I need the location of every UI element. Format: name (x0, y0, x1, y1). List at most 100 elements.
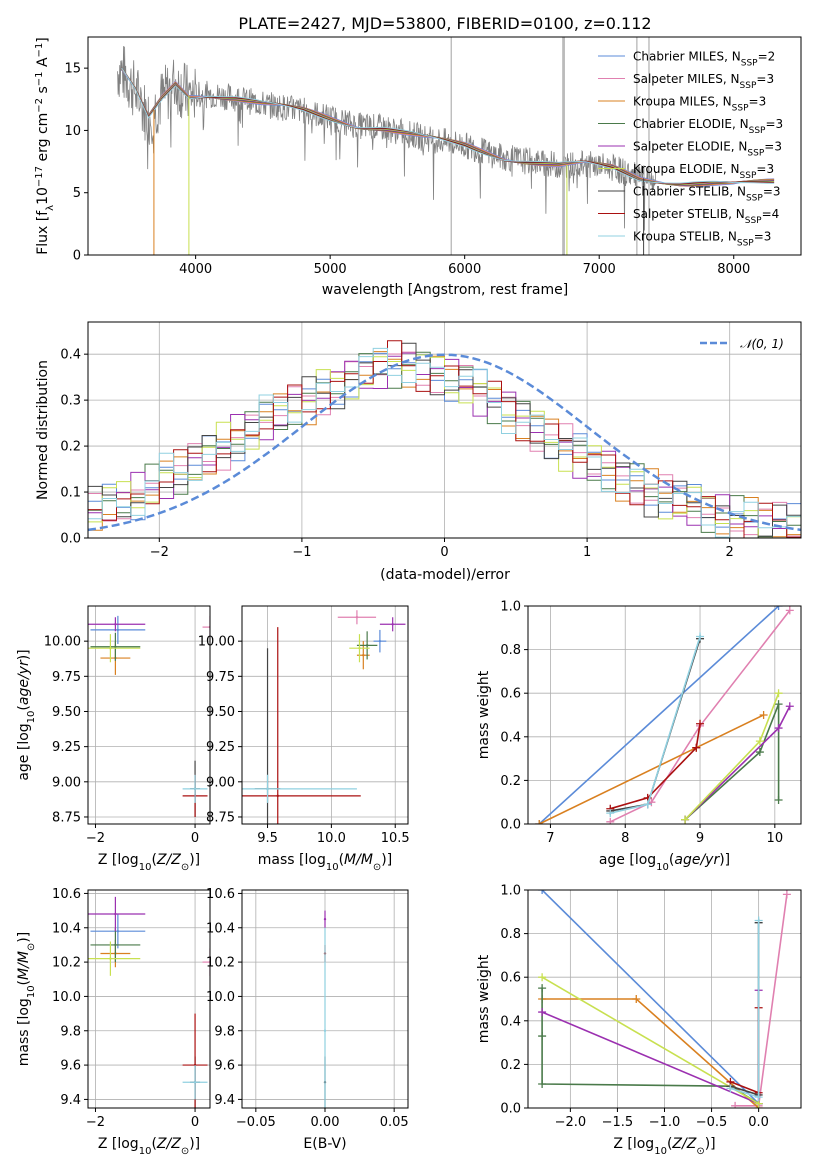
x-axis-label-part: ⊙ (696, 1146, 704, 1157)
data-point (116, 628, 120, 632)
axes-frame (87, 36, 802, 256)
y-tick-label: 1.0 (500, 600, 521, 615)
y-tick-label: 9.25 (206, 740, 235, 755)
y-axis-label-part: 10 (26, 985, 37, 998)
x-tick-label: −0.05 (236, 1115, 276, 1130)
x-tick-label: 4000 (179, 262, 212, 277)
data-point (391, 623, 394, 626)
weight-marker (774, 796, 783, 805)
weight-line-3 (541, 988, 760, 1105)
weight-marker (681, 815, 690, 824)
weight-line-2 (542, 998, 760, 1108)
y-axis-label-part: 10 (26, 711, 37, 724)
x-axis-label-part: Z/Z (156, 1136, 181, 1152)
legend-label-sub: SSP (745, 216, 762, 226)
x-axis-label-part: )] (381, 852, 392, 868)
x-tick-label: −2 (150, 545, 169, 560)
x-tick-label: 10 (767, 831, 784, 846)
legend-label-text: Chabrier MILES, N (633, 50, 741, 64)
weight-marker (774, 700, 783, 709)
y-tick-label: 9.00 (206, 775, 235, 790)
x-tick-label: −2 (86, 831, 105, 846)
x-axis-label: wavelength [Angstrom, rest frame] (322, 282, 568, 298)
x-axis-label-part: age/yr (674, 852, 720, 868)
y-tick-label: 0.6 (500, 971, 521, 986)
y-tick-label: 0.2 (60, 440, 81, 455)
data-point (109, 957, 112, 960)
y-axis-label-part: )] (16, 932, 32, 943)
y-axis-label-part: 10 (35, 187, 51, 205)
y-axis-label-part: ] (35, 37, 51, 42)
x-axis-label-part: Z/Z (156, 852, 181, 868)
x-axis-label-part: )] (189, 1136, 200, 1152)
weight-marker (785, 606, 794, 615)
figure-title: PLATE=2427, MJD=53800, FIBERID=0100, z=0… (238, 14, 651, 33)
x-tick-label: 0.05 (380, 1115, 409, 1130)
data-point (266, 787, 269, 791)
legend-label: Chabrier ELODIE, NSSP=3 (633, 117, 783, 136)
x-axis-label-part: Z [log (613, 1136, 654, 1152)
y-tick-label: 10.0 (52, 990, 81, 1005)
data-point (114, 645, 117, 648)
x-axis-label-part: 10 (654, 1146, 667, 1157)
legend-label-tail: =4 (762, 207, 780, 221)
x-axis-label: Z [log10(Z/Z⊙)] (98, 852, 200, 873)
x-axis-label-part: ( (339, 852, 344, 868)
weight-line-6 (610, 638, 701, 812)
y-tick-label: 0.8 (500, 643, 521, 658)
weight-marker (535, 820, 544, 824)
data-point (365, 644, 369, 647)
y-axis-label: mass weight (476, 954, 492, 1043)
weight-marker (782, 890, 791, 899)
y-axis-label-part: ⊙ (26, 943, 37, 951)
axes-frame (241, 889, 409, 1109)
x-axis-label-part: ⊙ (373, 862, 381, 873)
legend-label: Kroupa ELODIE, NSSP=3 (633, 162, 774, 181)
x-tick-label: −2.0 (555, 1115, 587, 1130)
legend-label-tail: =3 (756, 72, 774, 86)
legend-label: 𝒩(0, 1) (740, 337, 784, 351)
y-tick-label: 0.0 (500, 818, 521, 833)
y-tick-label: 9.00 (52, 775, 81, 790)
x-tick-label: 9.5 (257, 831, 278, 846)
x-axis-label-part: ⊙ (181, 1146, 189, 1157)
x-tick-label: 2 (726, 545, 734, 560)
weight-marker (731, 1101, 740, 1108)
weight-line-3 (684, 703, 780, 821)
gaussian-curve (88, 353, 801, 532)
data-point (114, 623, 117, 626)
legend-label: Chabrier STELIB, NSSP=3 (633, 185, 781, 204)
data-point (355, 616, 359, 619)
y-axis-label-part: mass [log (16, 998, 32, 1066)
weight-line-8 (730, 920, 760, 1099)
y-tick-label: 9.8 (214, 1024, 235, 1039)
model-line-8 (121, 67, 775, 184)
age-vs-mass-panel: 9.5 10.0 10.5 8.75 9.00 9.25 9.50 9.75 10.00 mass… (198, 605, 410, 873)
x-tick-label: −1.0 (649, 1115, 681, 1130)
weight-marker (692, 743, 701, 752)
y-axis-label-part: A (35, 57, 51, 71)
x-axis-label: E(B-V) (303, 1136, 346, 1152)
legend-label-text: Salpeter STELIB, N (633, 207, 745, 221)
x-axis-label-part: ⊙ (181, 862, 189, 873)
y-tick-label: 10.00 (44, 635, 81, 650)
y-axis-label-part: age/yr (16, 659, 32, 705)
y-axis-label-part: age [log (16, 723, 32, 780)
y-axis-label: mass weight (476, 670, 492, 759)
plot-area (88, 340, 801, 538)
axes-frame (87, 321, 802, 539)
x-tick-label: 7 (546, 831, 554, 846)
weight-marker (538, 973, 547, 982)
y-tick-label: 10.00 (198, 635, 235, 650)
x-tick-label: −0.5 (696, 1115, 728, 1130)
x-tick-label: −1.5 (602, 1115, 634, 1130)
legend-label-tail: =3 (756, 162, 774, 176)
y-axis-label-part: −17 (34, 166, 45, 187)
x-axis-label-part: Z [log (98, 1136, 139, 1152)
legend-label-text: Kroupa STELIB, N (633, 230, 737, 244)
mass-vs-metallicity-panel: −2 09.49.69.810.010.210.410.6Z [log10(Z/Z… (16, 887, 211, 1157)
x-axis-label-part: ( (151, 852, 156, 868)
